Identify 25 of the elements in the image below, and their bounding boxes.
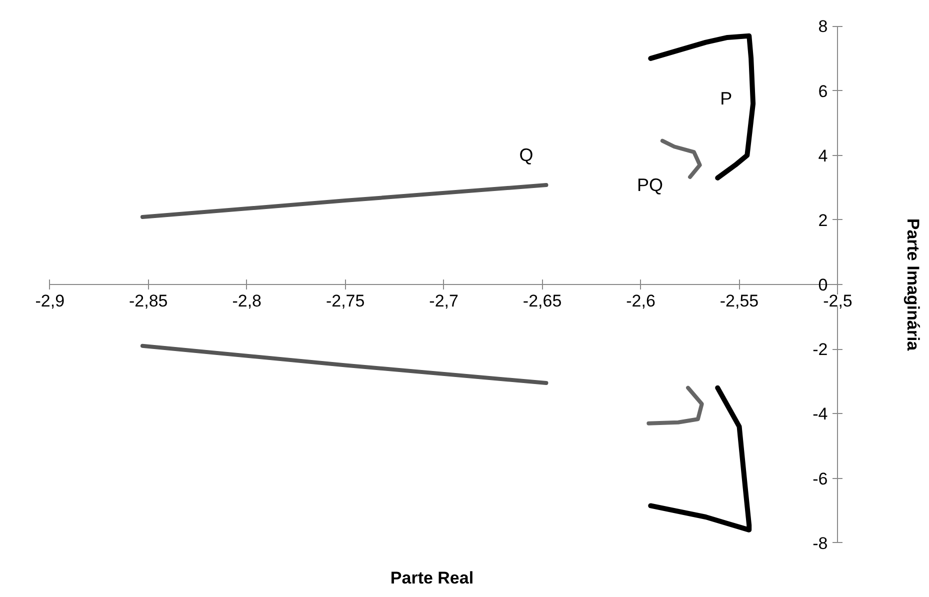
line-series: [646, 386, 704, 426]
y-tick-label: -8: [812, 534, 828, 553]
x-tick-label: -2,6: [626, 292, 656, 310]
y-tick-label: 0: [818, 276, 828, 294]
x-tick-label: -2,9: [35, 292, 65, 310]
line-series: [660, 138, 702, 179]
x-tick-label: -2,75: [326, 292, 365, 310]
y-tick-label: -6: [812, 469, 828, 488]
x-tick-label: -2,7: [429, 292, 458, 310]
y-tick-label: 2: [818, 210, 828, 230]
series-label: Q: [519, 145, 534, 166]
y-tick-label: -2: [812, 340, 828, 360]
x-tick-label: -2,8: [232, 292, 262, 310]
series-label: P: [720, 88, 732, 108]
x-axis-title: Parte Real: [390, 568, 474, 588]
x-tick-label: -2,5: [823, 292, 852, 310]
y-tick-label: 8: [818, 17, 828, 36]
y-tick-label: -4: [812, 404, 828, 424]
x-tick-label: -2,65: [522, 292, 562, 310]
y-axis-title: Parte Imaginária: [904, 218, 922, 352]
y-tick-label: 6: [818, 82, 828, 101]
x-tick-label: -2,85: [129, 292, 168, 310]
x-tick-label: -2,55: [720, 292, 759, 310]
y-tick-label: 4: [818, 146, 828, 166]
series-label: PQ: [637, 174, 664, 195]
